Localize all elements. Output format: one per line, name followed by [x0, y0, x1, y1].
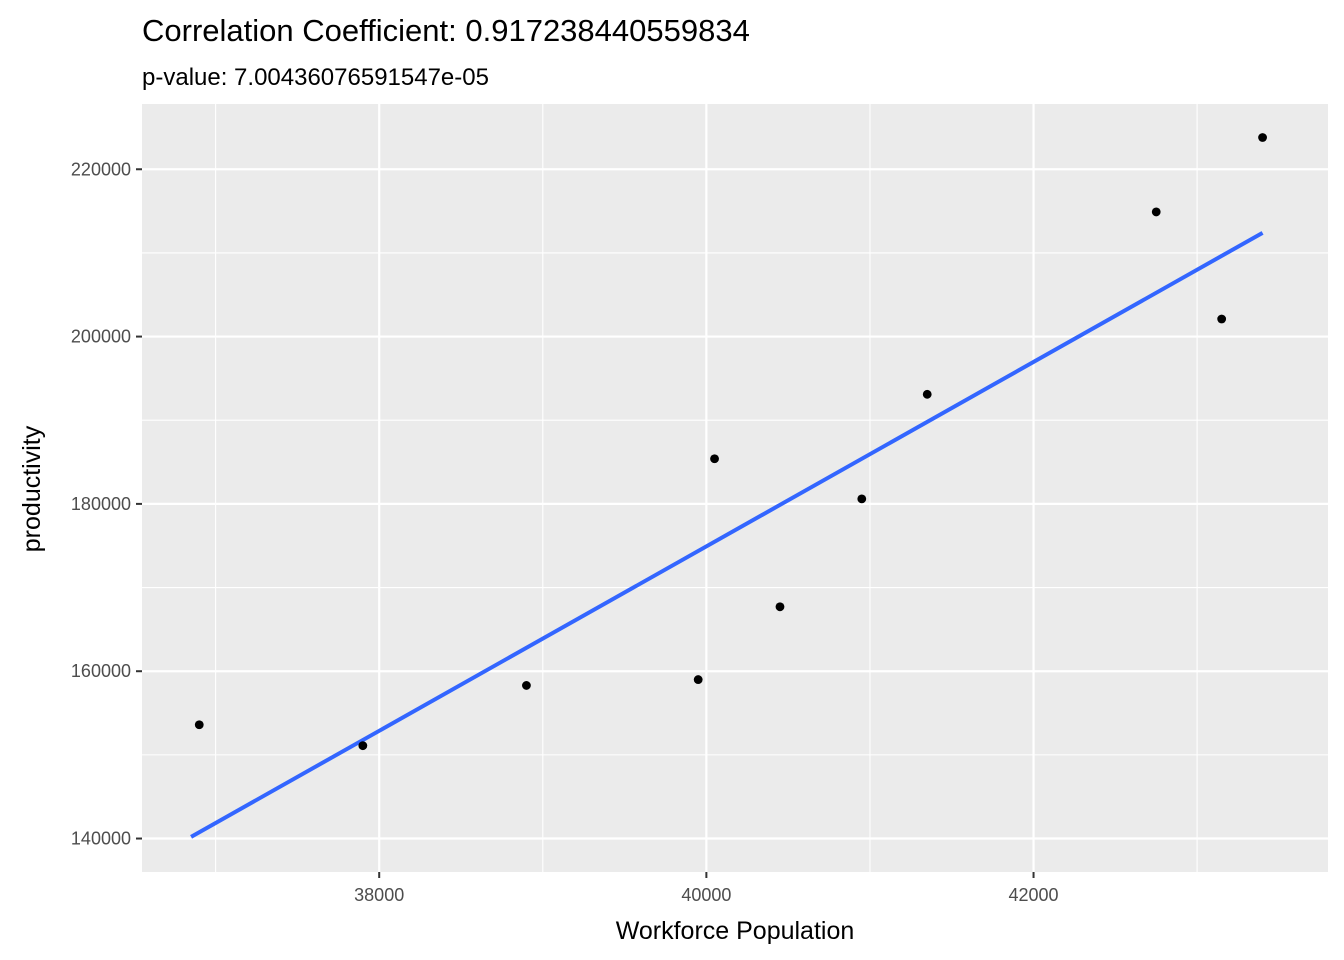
chart-subtitle: p-value: 7.00436076591547e-05	[142, 64, 489, 91]
x-axis-title: Workforce Population	[616, 917, 855, 945]
y-tick-label: 140000	[71, 829, 131, 849]
x-axis-ticks: 38000 40000 42000	[354, 872, 1059, 905]
y-axis-ticks: 140000 160000 180000 200000 220000	[71, 159, 142, 849]
data-point	[1151, 207, 1161, 217]
data-point	[775, 602, 785, 612]
data-points	[194, 133, 1267, 751]
y-axis-title: productivity	[18, 425, 46, 552]
data-point	[1217, 314, 1227, 324]
data-point	[922, 389, 932, 399]
data-point	[1258, 133, 1267, 142]
chart-title: Correlation Coefficient: 0.9172384405598…	[142, 13, 750, 48]
data-point	[194, 720, 204, 730]
major-gridlines	[142, 104, 1328, 872]
plot-panel	[142, 104, 1328, 872]
regression-line-layer	[190, 231, 1264, 839]
data-point	[857, 494, 867, 504]
y-tick-label: 180000	[71, 494, 131, 514]
data-point	[522, 681, 531, 690]
x-tick-label: 38000	[354, 885, 404, 905]
y-tick-label: 200000	[71, 327, 131, 347]
regression-line	[190, 231, 1264, 839]
x-tick-label: 42000	[1009, 885, 1059, 905]
data-point	[710, 454, 719, 464]
y-tick-label: 220000	[71, 159, 131, 179]
data-point	[693, 675, 703, 684]
x-tick-label: 40000	[681, 885, 731, 905]
data-point	[358, 741, 368, 751]
y-tick-label: 160000	[71, 661, 131, 681]
